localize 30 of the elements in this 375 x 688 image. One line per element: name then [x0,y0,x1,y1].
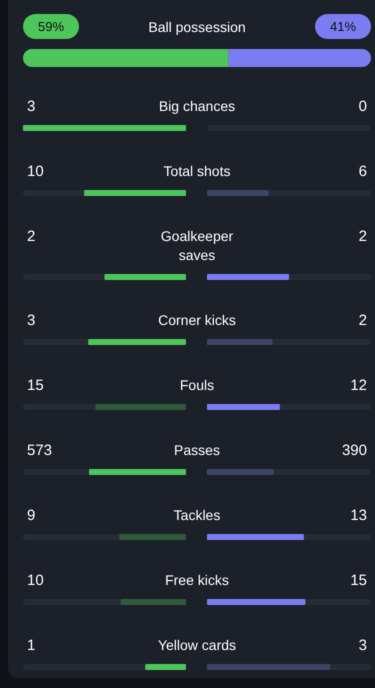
data-label: 12 [350,377,367,394]
category-label: Fouls [180,377,214,393]
data-label: 3 [358,637,367,654]
category-label: Passes [174,442,220,458]
data-label: 15 [350,572,367,589]
category-label: Ball possession [148,19,246,35]
category-label: Free kicks [165,572,229,588]
data-label: 3 [27,98,36,115]
category-label: Corner kicks [158,312,236,328]
data-label: 2 [358,312,367,329]
data-label: 6 [358,163,367,180]
data-label: 3 [27,312,36,329]
data-label: 13 [350,507,367,524]
data-label: 0 [358,98,367,115]
category-label: Tackles [174,507,220,523]
data-label: 2 [358,228,367,245]
data-label: 2 [27,228,36,245]
data-label: 10 [27,572,44,589]
data-label: 15 [27,377,44,394]
category-label: Big chances [158,98,236,114]
data-label: 390 [342,442,367,459]
category-label: Yellow cards [158,637,236,653]
data-label: 9 [27,507,36,524]
category-label: Goalkeeper saves [160,228,234,263]
category-label: Total shots [164,163,230,179]
data-label: 573 [27,442,52,459]
data-label: 1 [27,637,36,654]
data-label: 59% [38,19,64,34]
data-label: 41% [330,19,356,34]
data-label: 10 [27,163,44,180]
